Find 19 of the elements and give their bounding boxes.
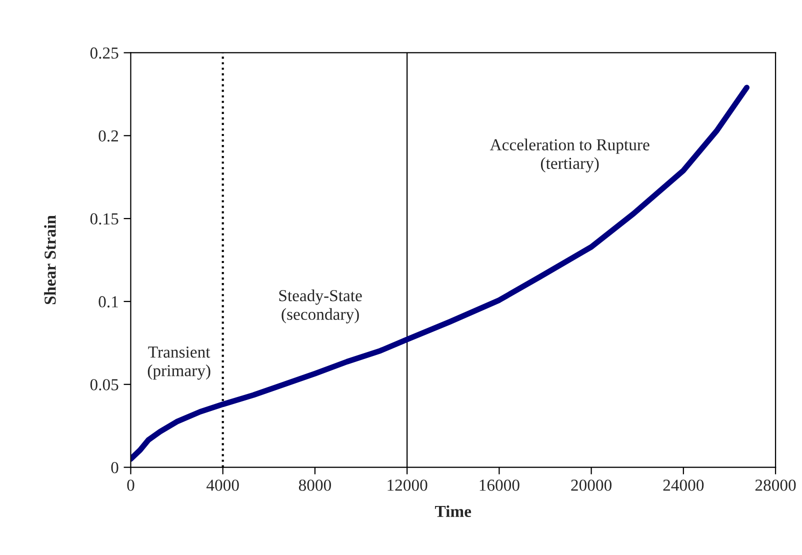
y-tick-label: 0.2: [98, 130, 118, 142]
x-tick-label: 12000: [388, 480, 428, 491]
y-tick-label: 0: [111, 462, 118, 474]
annotation: Acceleration to Rupture (tertiary): [490, 138, 650, 172]
x-tick-label: 8000: [298, 480, 331, 491]
y-tick-label: 0.25: [90, 47, 118, 59]
x-tick-label: 4000: [206, 480, 239, 491]
y-tick-label: 0.1: [98, 296, 118, 308]
y-tick-label: 0.05: [90, 379, 118, 390]
x-tick-label: 0: [127, 480, 134, 491]
annotation: Steady-State (secondary): [279, 290, 362, 324]
x-tick-label: 24000: [663, 480, 704, 491]
x-tick-label: 16000: [480, 480, 520, 491]
x-tick-label: 28000: [755, 480, 796, 491]
annotation: Transient (primary): [148, 346, 210, 380]
y-axis-title: Shear Strain: [44, 215, 56, 304]
y-tick-label: 0.15: [90, 213, 118, 225]
x-axis-title: Time: [435, 505, 472, 518]
x-tick-label: 20000: [571, 480, 612, 491]
